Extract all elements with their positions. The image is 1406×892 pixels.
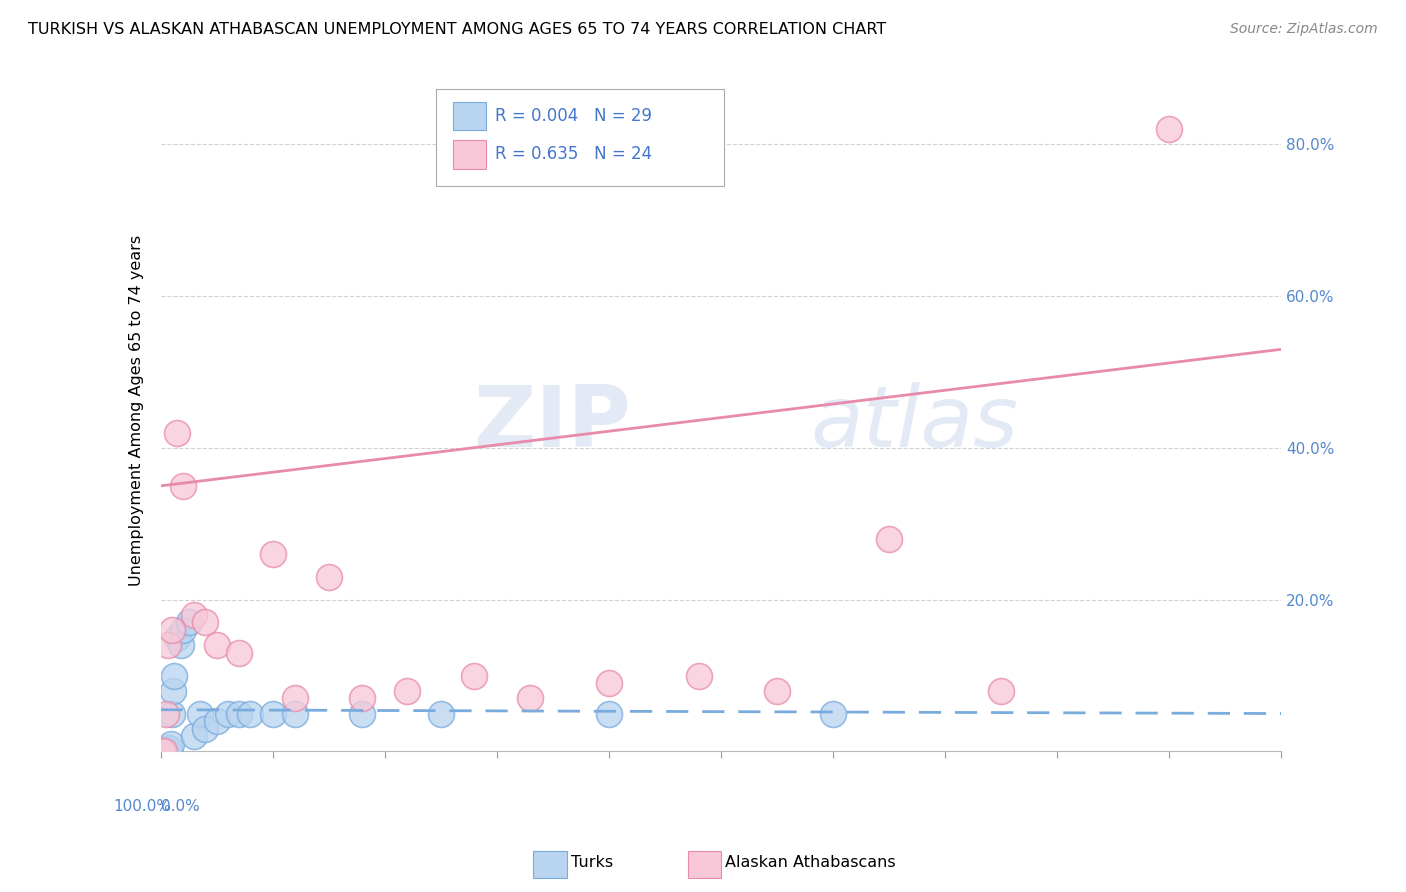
Point [183,607,205,622]
Point [159,740,181,755]
Point [150,744,173,758]
Text: ZIP: ZIP [474,382,631,465]
Point [228,706,250,721]
Point [766,683,789,698]
Point [228,646,250,660]
Point [821,706,844,721]
Point [153,744,176,758]
Text: R = 0.635   N = 24: R = 0.635 N = 24 [495,145,652,163]
Text: atlas: atlas [811,382,1018,465]
Point [598,676,620,690]
Y-axis label: Unemployment Among Ages 65 to 74 years: Unemployment Among Ages 65 to 74 years [129,235,143,585]
Point [194,615,217,630]
Point [183,729,205,743]
Point [262,547,284,561]
Point [688,668,710,682]
Point [598,706,620,721]
Point [163,668,186,682]
Point [318,570,340,584]
Text: TURKISH VS ALASKAN ATHABASCAN UNEMPLOYMENT AMONG AGES 65 TO 74 YEARS CORRELATION: TURKISH VS ALASKAN ATHABASCAN UNEMPLOYME… [28,22,886,37]
Point [188,706,211,721]
Text: 100.0%: 100.0% [114,799,172,814]
Point [166,425,188,440]
Point [463,668,485,682]
Point [160,623,183,637]
Point [396,683,419,698]
Text: 0.0%: 0.0% [160,799,200,814]
Point [284,706,307,721]
Point [166,631,188,645]
Point [262,706,284,721]
Point [205,714,228,728]
Point [990,683,1012,698]
Point [177,615,200,630]
Point [153,744,176,758]
Point [150,744,173,758]
Point [155,744,177,758]
Point [877,532,900,546]
Point [152,744,174,758]
Point [194,722,217,736]
Point [519,691,541,706]
Point [352,691,374,706]
Point [217,706,239,721]
Point [157,638,180,652]
Point [156,744,179,758]
Point [162,683,184,698]
Point [205,638,228,652]
Point [157,744,180,758]
Text: R = 0.004   N = 29: R = 0.004 N = 29 [495,107,652,125]
Text: Source: ZipAtlas.com: Source: ZipAtlas.com [1230,22,1378,37]
Point [155,706,177,721]
Point [429,706,451,721]
Point [1159,122,1181,136]
Point [172,479,194,493]
Point [160,706,183,721]
Point [159,737,181,751]
Text: Alaskan Athabascans: Alaskan Athabascans [725,855,896,870]
Point [239,706,262,721]
Text: Turks: Turks [571,855,613,870]
Point [172,623,194,637]
Point [170,638,193,652]
Point [284,691,307,706]
Point [352,706,374,721]
Point [153,744,176,758]
